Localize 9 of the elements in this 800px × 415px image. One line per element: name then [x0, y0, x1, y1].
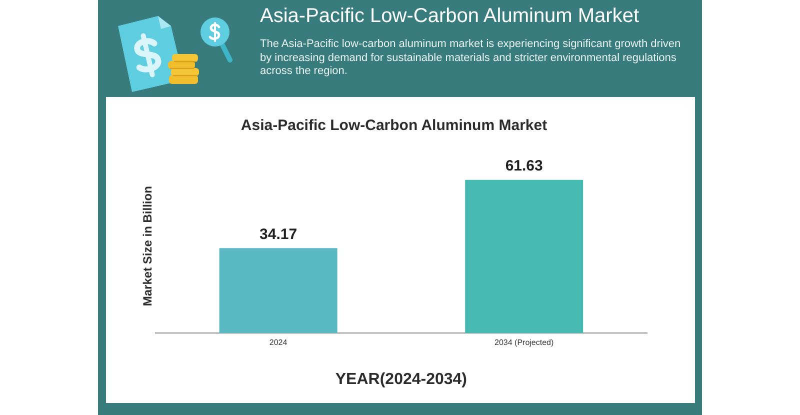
x-tick-label: 2034 (Projected) — [494, 338, 554, 348]
x-axis-title: YEAR(2024-2034) — [335, 370, 468, 388]
chart-title: Asia-Pacific Low-Carbon Aluminum Market — [260, 5, 640, 27]
chart-title: Asia-Pacific Low-Carbon Aluminum Market — [240, 117, 548, 134]
data-label: 34.17 — [260, 226, 298, 243]
x-tick-label: 2024 — [269, 338, 288, 348]
data-label: 61.63 — [505, 157, 543, 174]
y-axis-title: Market Size in Billion — [140, 186, 155, 306]
chart-subtitle: The Asia-Pacific low-carbon aluminum market is experiencing significant growth driven by increasing demand for sustainable materials and stricter environmental regulations across the region. — [260, 38, 682, 78]
